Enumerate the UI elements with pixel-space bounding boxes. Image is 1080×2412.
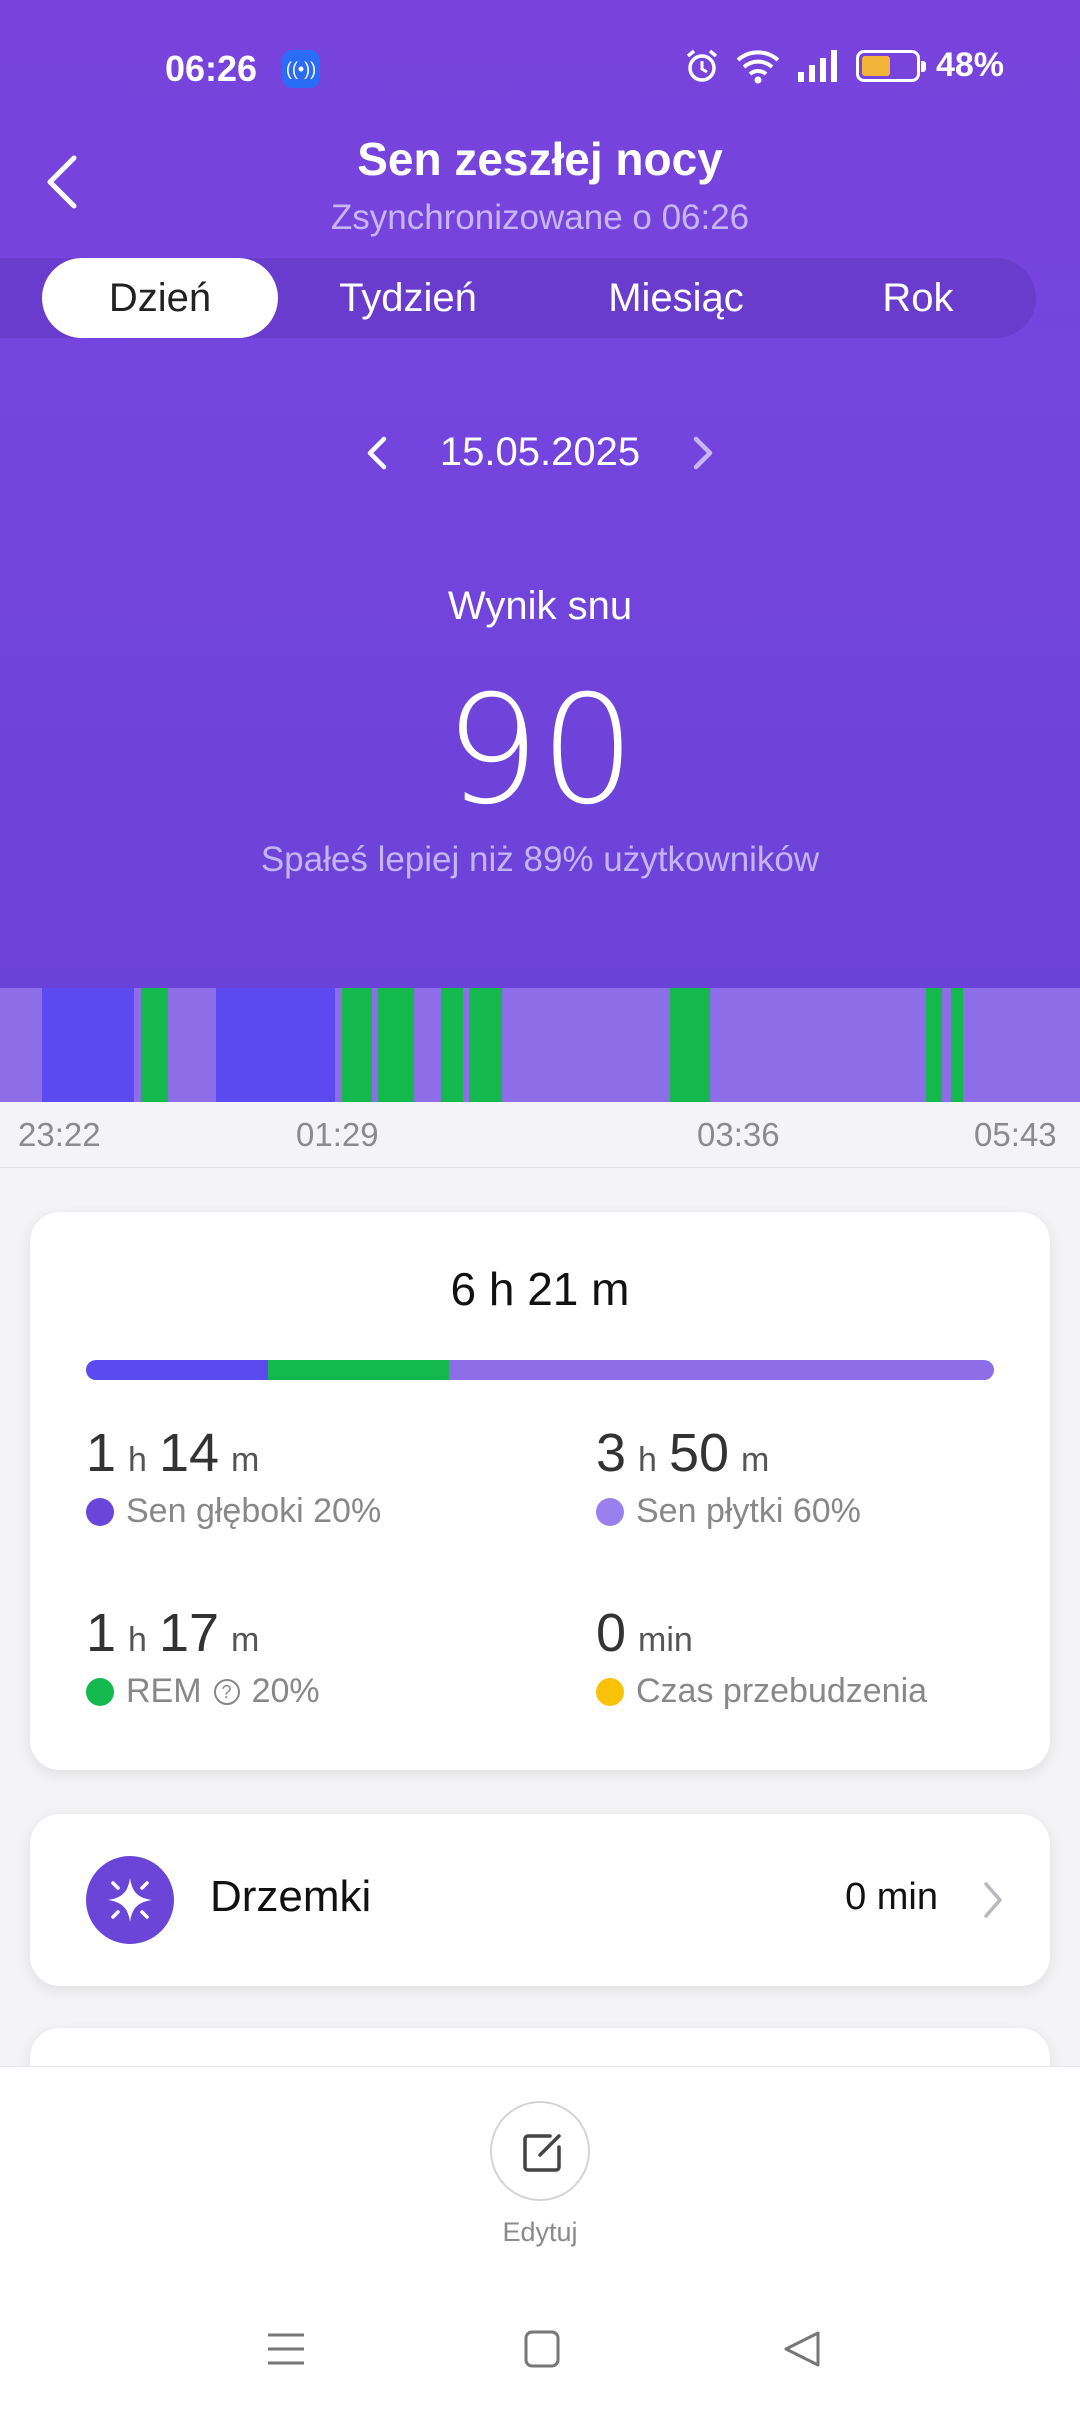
awake-dot (596, 1677, 624, 1706)
awake-value: 0 (596, 1603, 627, 1663)
signal-icon (797, 49, 837, 82)
deep-dot (86, 1497, 114, 1526)
status-icons: 48% (684, 46, 1004, 85)
bar-rem-segment (267, 1360, 450, 1380)
edit-icon (523, 2134, 561, 2172)
stage-deep (42, 988, 134, 1102)
stage-rem (469, 988, 502, 1102)
header-area (0, 0, 1080, 988)
time-label: 23:22 (18, 1116, 101, 1153)
stage-rem (926, 988, 942, 1102)
awake-stat: 0 min Czas przebudzenia (596, 1602, 927, 1711)
sleep-summary-card: 6 h 21 m 1 h 14 m Sen głęboki 20% 3 h 50 m Sen… (30, 1212, 1050, 1770)
bar-deep-segment (86, 1360, 268, 1380)
deep-minutes: 14 (158, 1423, 220, 1483)
stage-rem (670, 988, 710, 1102)
tab-year[interactable]: Rok (882, 276, 954, 320)
time-label: 01:29 (296, 1116, 379, 1153)
edit-button[interactable] (490, 2101, 590, 2201)
unit-m: m (231, 1621, 260, 1659)
stage-rem (378, 988, 414, 1102)
rem-minutes: 17 (158, 1603, 220, 1663)
chevron-right-icon (984, 1882, 1002, 1918)
time-axis: 23:22 01:29 03:36 05:43 (0, 1102, 1080, 1168)
sparkle-icon (86, 1856, 174, 1944)
stage-deep (216, 988, 335, 1102)
tab-week[interactable]: Tydzień (339, 276, 477, 320)
nfc-icon: ((•)) (282, 50, 320, 88)
tab-day[interactable]: Dzień (42, 258, 278, 338)
awake-label: Czas przebudzenia (636, 1672, 928, 1710)
date-navigator: 15.05.2025 (0, 430, 1080, 475)
rem-stat: 1 h 17 m REM? 20% (86, 1602, 320, 1711)
stage-rem (141, 988, 168, 1102)
sleep-score-label: Wynik snu (447, 584, 633, 628)
wifi-icon (736, 49, 780, 83)
sleep-score-comparison: Spałeś lepiej niż 89% użytkowników (260, 840, 820, 879)
total-sleep-duration: 6 h 21 m (450, 1263, 630, 1315)
rem-dot (86, 1677, 114, 1706)
next-day-icon[interactable] (692, 433, 716, 473)
unit-m: m (741, 1441, 770, 1479)
back-arrow-icon[interactable] (42, 152, 82, 212)
unit-h: h (128, 1621, 147, 1659)
deep-label: Sen głęboki 20% (126, 1492, 382, 1530)
time-label: 05:43 (974, 1116, 1057, 1153)
light-sleep-stat: 3 h 50 m Sen płytki 60% (596, 1422, 861, 1531)
menu-nav-icon[interactable] (266, 2329, 306, 2369)
previous-day-icon[interactable] (364, 433, 388, 473)
selected-date: 15.05.2025 (439, 430, 641, 474)
light-hours: 3 (596, 1423, 627, 1483)
stage-distribution-bar (86, 1360, 994, 1380)
unit-h: h (638, 1441, 657, 1479)
time-label: 03:36 (697, 1116, 780, 1153)
rem-percent: 20% (251, 1672, 320, 1710)
deep-sleep-stat: 1 h 14 m Sen głęboki 20% (86, 1422, 381, 1531)
unit-m: m (231, 1441, 260, 1479)
awake-unit: min (638, 1621, 693, 1659)
light-minutes: 50 (668, 1423, 730, 1483)
battery-level-fill (861, 55, 890, 76)
stage-rem (441, 988, 463, 1102)
stage-rem (951, 988, 963, 1102)
rem-label: REM (126, 1672, 202, 1710)
home-nav-icon[interactable] (524, 2329, 560, 2369)
edit-label: Edytuj (502, 2217, 578, 2247)
sync-subtitle: Zsynchronizowane o 06:26 (330, 198, 750, 237)
bar-light-segment (449, 1360, 994, 1380)
bottom-panel: Edytuj (0, 2066, 1080, 2412)
rem-hours: 1 (86, 1603, 117, 1663)
unit-h: h (128, 1441, 147, 1479)
light-dot (596, 1497, 624, 1526)
alarm-icon (686, 49, 718, 82)
sleep-score-value: 90 (444, 664, 636, 838)
page-title: Sen zeszłej nocy (357, 133, 723, 185)
help-icon[interactable]: ? (213, 1678, 240, 1705)
back-nav-icon[interactable] (782, 2329, 822, 2369)
battery-percent: 48% (935, 46, 1004, 84)
sleep-stage-chart (0, 988, 1080, 1102)
stage-rem (342, 988, 372, 1102)
naps-value: 0 min (845, 1876, 938, 1918)
light-label: Sen płytki 60% (636, 1492, 861, 1530)
status-time: 06:26 (165, 48, 258, 89)
tab-month[interactable]: Miesiąc (608, 276, 744, 320)
naps-row[interactable]: Drzemki 0 min (30, 1814, 1050, 1986)
naps-label: Drzemki (210, 1872, 372, 1921)
period-tabs: Dzień Tydzień Miesiąc Rok (0, 258, 1036, 338)
battery-icon (855, 49, 926, 82)
deep-hours: 1 (86, 1423, 117, 1483)
